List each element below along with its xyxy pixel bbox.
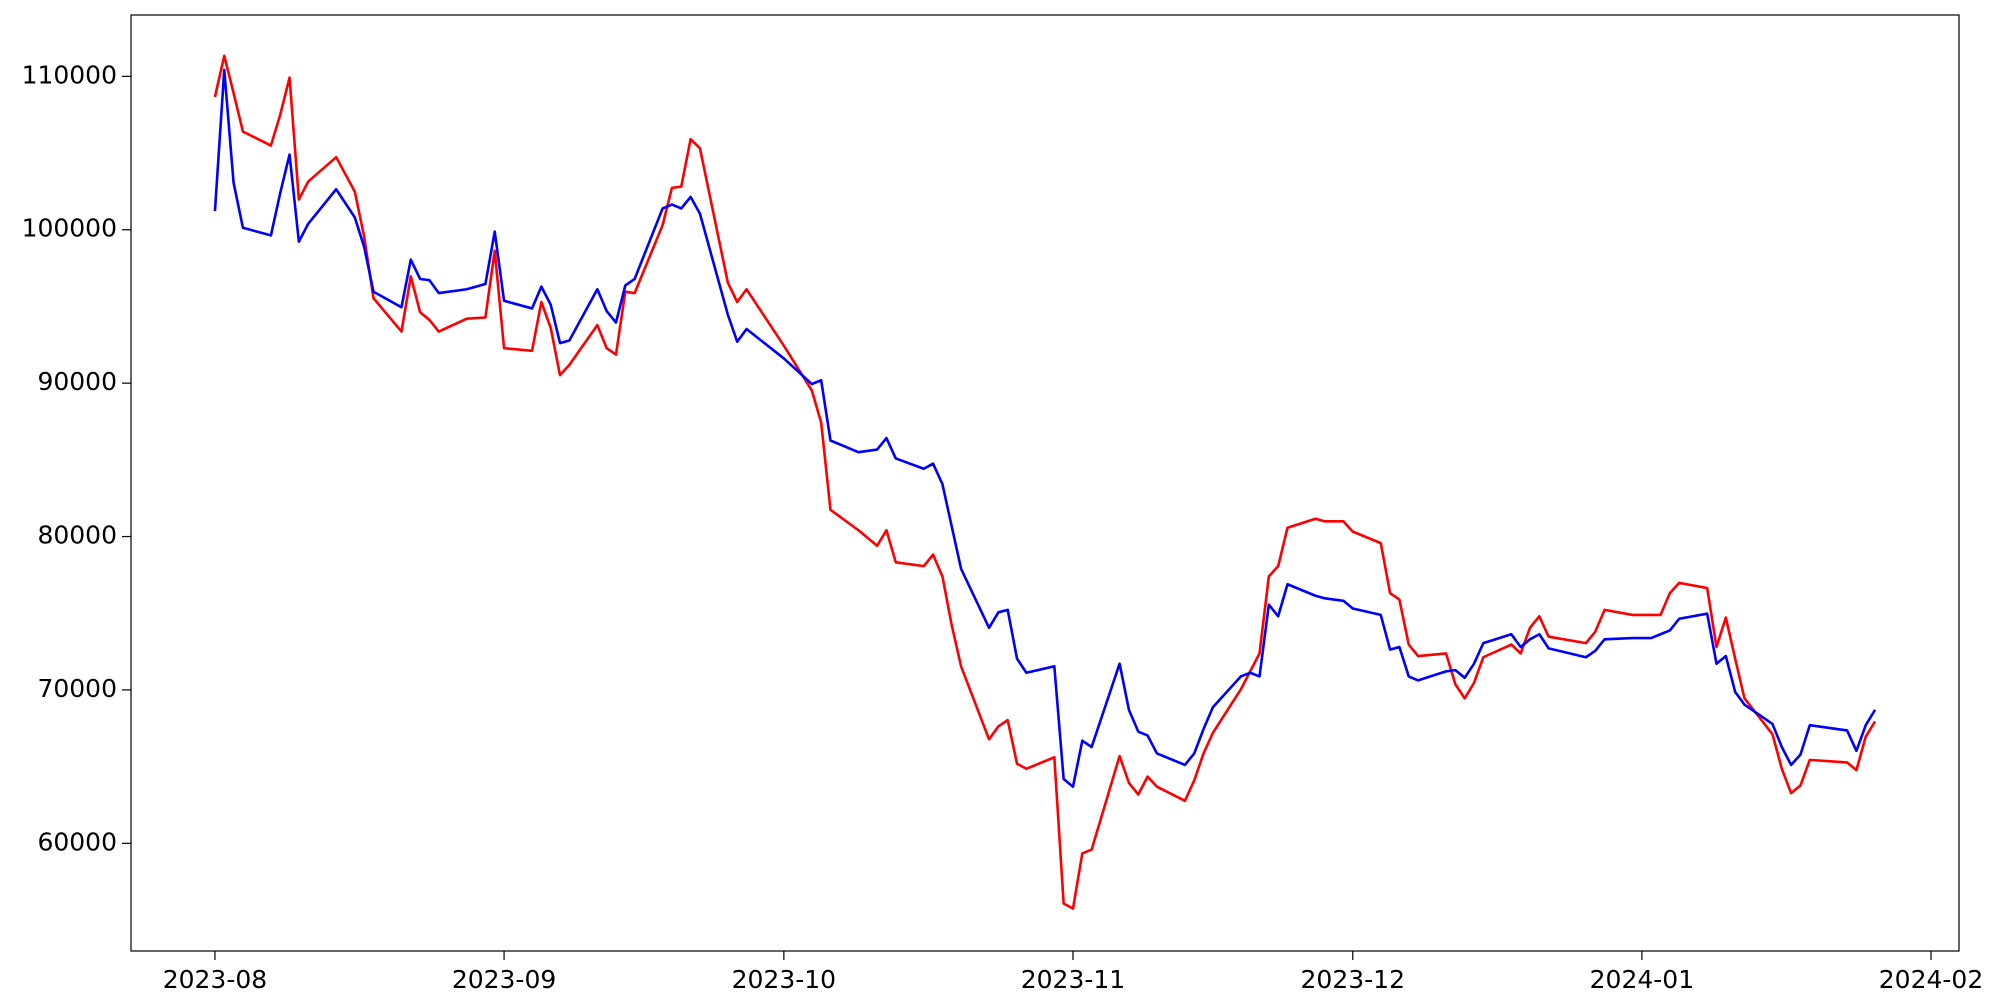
y-tick-label: 100000: [22, 214, 117, 243]
y-tick-label: 110000: [22, 60, 117, 89]
data-line: [213, 54, 1877, 910]
y-tick-label: 90000: [37, 367, 117, 396]
y-tick-label: 80000: [37, 521, 117, 550]
x-tick-label: 2023-11: [1021, 965, 1125, 994]
y-tick-label: 60000: [37, 827, 117, 856]
x-tick-label: 2023-09: [452, 965, 556, 994]
x-tick-label: 2024-02: [1879, 965, 1983, 994]
x-tick-label: 2023-10: [732, 965, 836, 994]
x-tick-label: 2024-01: [1590, 965, 1694, 994]
y-tick-label: 70000: [37, 674, 117, 703]
plot-frame: [130, 14, 1960, 952]
x-tick-label: 2023-08: [163, 965, 267, 994]
x-tick-label: 2023-12: [1301, 965, 1405, 994]
data-line: [213, 68, 1877, 789]
